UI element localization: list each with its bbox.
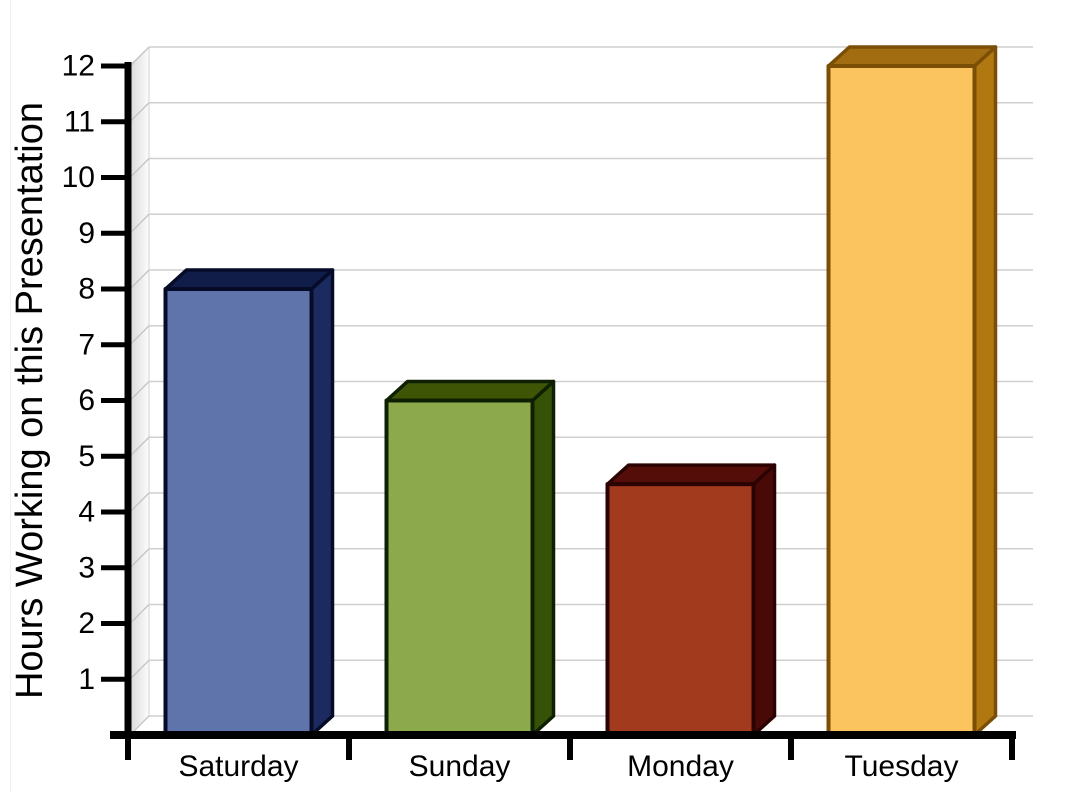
x-category-label: Monday — [627, 750, 734, 783]
bar-side-face — [751, 463, 777, 737]
x-category-label: Tuesday — [845, 750, 959, 783]
bar-sunday — [384, 379, 556, 737]
y-tick-label: 7 — [78, 328, 95, 361]
bar-monday — [605, 463, 777, 737]
floor — [128, 716, 1033, 735]
x-category-label: Saturday — [178, 750, 298, 783]
y-tick-label: 12 — [62, 50, 95, 83]
bar-front-face — [163, 287, 314, 737]
bar-front-face — [384, 398, 535, 737]
y-tick-label: 10 — [62, 161, 95, 194]
wall-gridline-diagonal — [129, 102, 150, 123]
bar-front-face — [826, 64, 977, 737]
bar-front-face — [605, 482, 756, 737]
y-tick-label: 5 — [78, 440, 95, 473]
bar-side-face — [972, 45, 998, 737]
wall-gridline-diagonal — [129, 158, 150, 178]
wall-gridline-diagonal — [129, 604, 150, 624]
wall-gridline-diagonal — [129, 269, 150, 290]
wall-gridline-diagonal — [129, 659, 150, 680]
wall-gridline-diagonal — [129, 548, 150, 569]
bar-side-face — [530, 379, 556, 737]
wall-gridline-diagonal — [129, 381, 150, 401]
bar-top-face — [384, 379, 556, 403]
y-tick-label: 8 — [78, 273, 95, 306]
bar-tuesday — [826, 45, 998, 737]
y-tick-label: 6 — [78, 384, 95, 417]
bar-top-face — [163, 268, 335, 291]
y-tick-label: 1 — [78, 663, 95, 696]
wall-gridline-diagonal — [129, 325, 150, 346]
wall-gridline-diagonal — [129, 492, 150, 513]
wall-gridline-diagonal — [129, 213, 150, 234]
bar-top-face — [826, 45, 998, 68]
y-tick-label: 11 — [64, 105, 95, 138]
y-tick-label: 2 — [78, 607, 95, 640]
slide-edge-line — [10, 0, 11, 792]
y-tick-label: 4 — [78, 496, 95, 529]
wall-gridline-diagonal — [129, 46, 150, 67]
wall-gridline-diagonal — [129, 436, 150, 457]
bar-side-face — [309, 268, 335, 737]
y-tick-label: 9 — [78, 217, 95, 250]
x-category-label: Sunday — [409, 750, 511, 783]
y-tick-label: 3 — [78, 551, 95, 584]
bar-saturday — [163, 268, 335, 737]
bar-top-face — [605, 463, 777, 486]
y-axis-title: Hours Working on this Presentation — [9, 102, 51, 699]
